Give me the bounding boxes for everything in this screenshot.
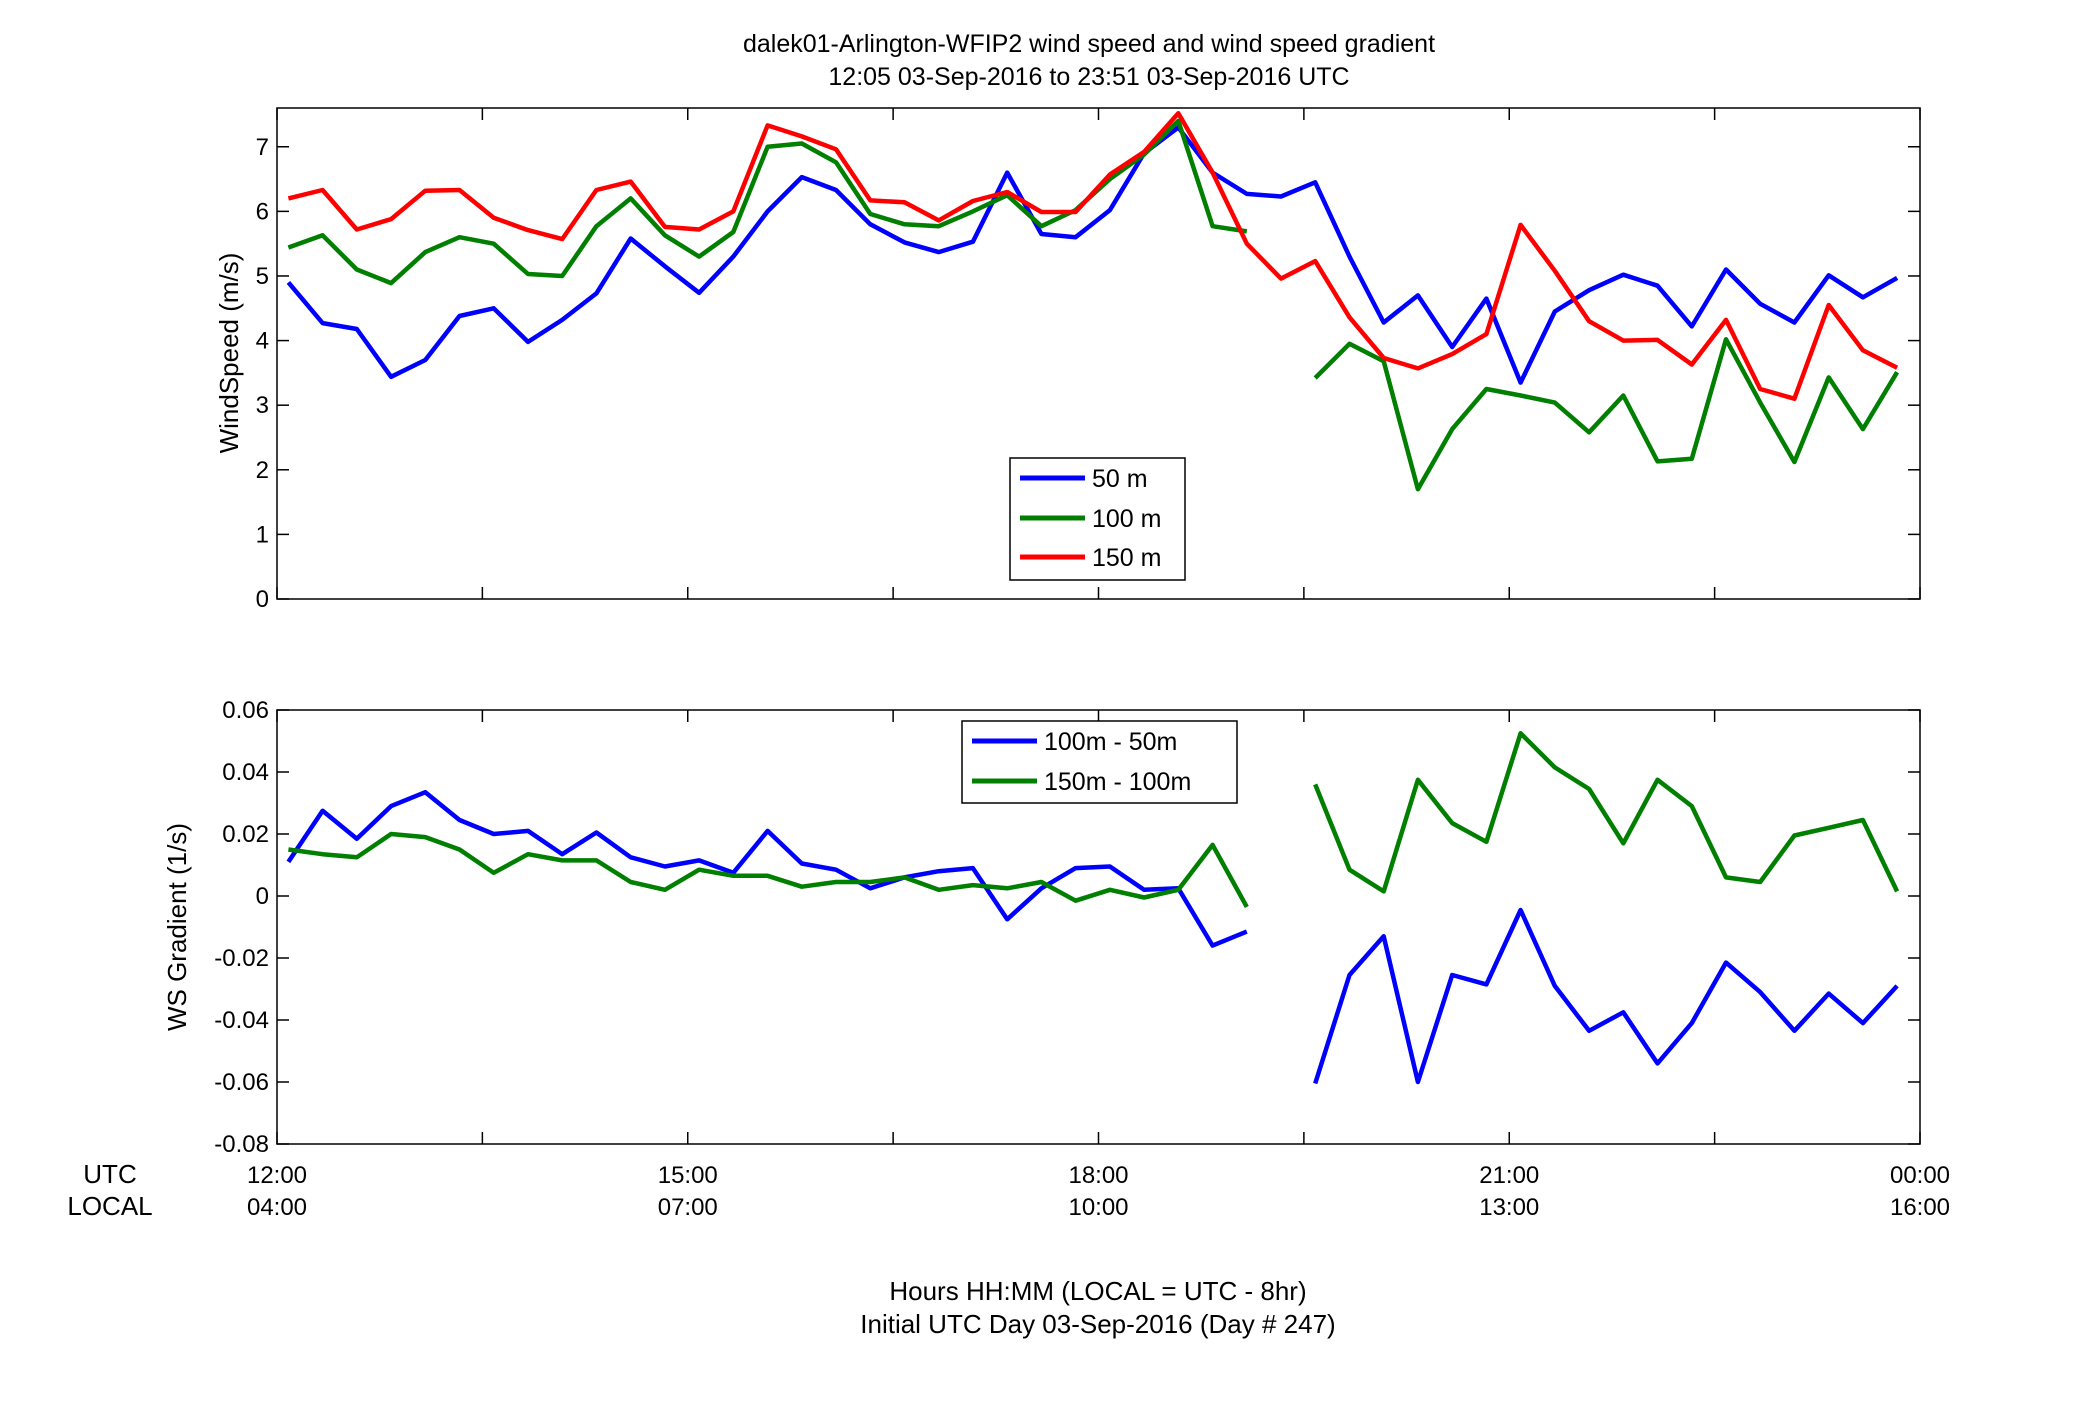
x-row-label-local: LOCAL [67,1191,152,1221]
x-tick-label-local: 04:00 [247,1194,307,1221]
windspeed-y-tick-label: 6 [256,198,269,225]
x-tick-label-local: 10:00 [1068,1194,1128,1221]
x-tick-label-utc: 12:00 [247,1162,307,1189]
legend-label-150m: 150 m [1092,544,1161,572]
chart-title: dalek01-Arlington-WFIP2 wind speed and w… [743,30,1435,58]
gradient-y-tick-label: 0.02 [222,821,269,848]
x-tick-label-utc: 15:00 [658,1162,718,1189]
gradient-y-axis-label: WS Gradient (1/s) [162,823,192,1031]
gradient-ticks: -0.08 -0.06 -0.04 -0.02 0 0.02 0.04 0.06 12:00 04… [214,697,1950,1221]
gradient-lines [286,731,1900,1085]
windspeed-ticks: 0 1 2 3 4 5 6 7 [256,108,1921,613]
gradient-legend: 100m - 50m 150m - 100m [961,720,1238,804]
windspeed-panel: 0 1 2 3 4 5 6 7 WindSpeed (m/s) 50 m 100 m 150 … [214,107,1921,613]
windspeed-y-tick-label: 4 [256,328,269,355]
x-tick-label-utc: 18:00 [1068,1162,1128,1189]
gradient-y-tick-label: -0.08 [214,1131,269,1158]
windspeed-series-line-2 [287,118,1900,492]
windspeed-y-tick-label: 1 [256,521,269,548]
gradient-y-tick-label: 0.06 [222,697,269,724]
windspeed-y-tick-label: 7 [256,134,269,161]
x-tick-label-local: 13:00 [1479,1194,1539,1221]
x-row-label-utc: UTC [83,1159,136,1189]
x-axis-label-2: Initial UTC Day 03-Sep-2016 (Day # 247) [860,1309,1335,1339]
x-tick-label-local: 16:00 [1890,1194,1950,1221]
windspeed-y-tick-label: 5 [256,263,269,290]
windspeed-y-tick-label: 2 [256,457,269,484]
gradient-y-tick-label: -0.06 [214,1069,269,1096]
chart-subtitle: 12:05 03-Sep-2016 to 23:51 03-Sep-2016 U… [828,63,1349,91]
gradient-y-tick-label: 0.04 [222,759,269,786]
gradient-y-tick-label: -0.02 [214,945,269,972]
legend-label-100m-50m: 100m - 50m [1044,728,1177,756]
windspeed-y-tick-label: 0 [256,586,269,613]
x-tick-label-utc: 00:00 [1890,1162,1950,1189]
x-axis-label: Hours HH:MM (LOCAL = UTC - 8hr) [889,1276,1306,1306]
windspeed-lines [286,110,1900,492]
gradient-y-tick-label: -0.04 [214,1007,269,1034]
windspeed-y-axis-label: WindSpeed (m/s) [214,253,244,454]
x-tick-label-local: 07:00 [658,1194,718,1221]
x-tick-label-utc: 21:00 [1479,1162,1539,1189]
gradient-legend-box [961,720,1238,804]
windspeed-series-line-3 [287,110,1899,401]
gradient-series-line-1 [286,789,1899,1085]
gradient-series-line-2 [288,731,1900,908]
windspeed-legend: 50 m 100 m 150 m [1009,457,1186,581]
legend-label-100m: 100 m [1092,505,1161,533]
gradient-panel: -0.08 -0.06 -0.04 -0.02 0 0.02 0.04 0.06 12:00 04… [162,697,1950,1221]
windspeed-series-line-1 [286,125,1899,385]
windspeed-y-tick-label: 3 [256,392,269,419]
gradient-y-tick-label: 0 [256,883,269,910]
legend-label-50m: 50 m [1092,465,1148,493]
legend-label-150m-100m: 150m - 100m [1044,768,1191,796]
